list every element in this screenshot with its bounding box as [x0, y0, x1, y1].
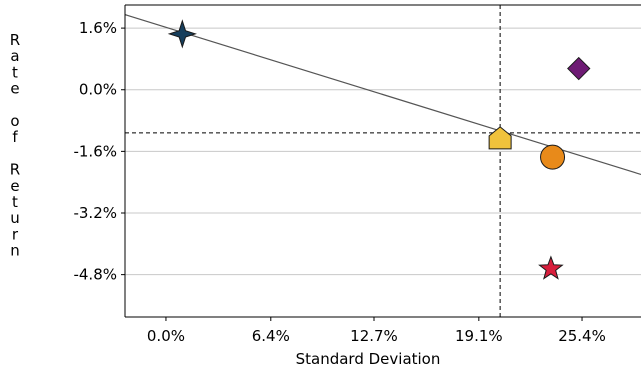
y-tick-label: 0.0% [79, 81, 117, 99]
y-axis-title-char: a [10, 47, 19, 65]
y-axis-title-char: f [12, 128, 18, 146]
y-tick-label: -3.2% [73, 204, 117, 222]
x-tick-label: 19.1% [455, 327, 503, 345]
tick-labels: 1.6% 0.0% -1.6% -3.2% -4.8% 0.0% 6.4% 12.7% 19.1… [73, 19, 605, 345]
x-tick-label: 25.4% [558, 327, 606, 345]
y-axis-title-char: r [12, 225, 19, 243]
crosshair-layer [125, 5, 641, 317]
regression-layer [124, 14, 641, 176]
y-axis-title-char: o [10, 112, 19, 130]
regression-line [124, 14, 641, 176]
axes [121, 4, 641, 321]
x-tick-label: 0.0% [147, 327, 185, 345]
y-tick-label: 1.6% [79, 19, 117, 37]
y-axis-title-char: e [10, 177, 19, 195]
point-circle [540, 144, 566, 170]
x-tick-label: 6.4% [252, 327, 290, 345]
x-tick-label: 12.7% [350, 327, 398, 345]
point-pentagon [488, 126, 512, 150]
x-axis-title: Standard Deviation [296, 350, 441, 368]
y-tick-label: -4.8% [73, 266, 117, 284]
y-tick-label: -1.6% [73, 142, 117, 160]
grid-lines [125, 27, 641, 276]
y-axis-title-char: t [12, 193, 18, 211]
y-axis-title-char: u [10, 209, 20, 227]
point-diamond [567, 56, 591, 81]
y-axis-title-char: R [10, 31, 20, 49]
data-points [167, 19, 591, 280]
y-axis-title-char: R [10, 161, 20, 179]
y-axis-title-char: t [12, 63, 18, 81]
y-axis-title-char: n [10, 242, 20, 260]
point-star5 [538, 255, 564, 280]
point-star4 [167, 19, 197, 49]
y-axis-title-char: e [10, 80, 19, 98]
